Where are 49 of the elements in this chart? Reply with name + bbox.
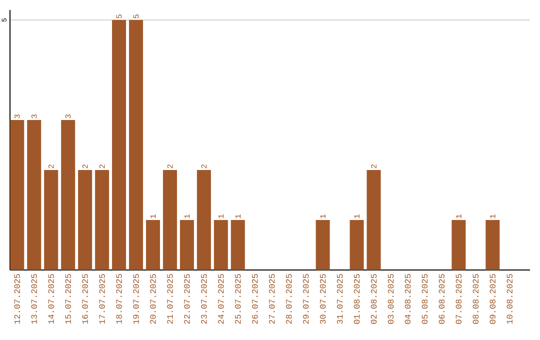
x-tick-label: 24.07.2025 xyxy=(218,274,224,324)
bar xyxy=(146,220,160,270)
bar xyxy=(10,120,24,270)
x-tick-label: 20.07.2025 xyxy=(150,274,156,324)
x-tick-label: 10.08.2025 xyxy=(506,274,512,324)
bar xyxy=(452,220,466,270)
bar xyxy=(180,220,194,270)
x-tick-label: 02.08.2025 xyxy=(370,274,377,324)
x-tick-label: 01.08.2025 xyxy=(354,274,360,324)
x-tick-label: 05.08.2025 xyxy=(422,274,428,324)
bar xyxy=(366,170,381,270)
x-tick-label: 08.08.2025 xyxy=(472,274,479,324)
bar xyxy=(44,170,58,270)
bar xyxy=(78,170,92,270)
bar xyxy=(196,170,211,270)
bar xyxy=(61,120,76,270)
bar xyxy=(214,220,228,270)
x-tick-label: 14.07.2025 xyxy=(48,274,54,324)
x-tick-label: 19.07.2025 xyxy=(133,274,139,324)
bar xyxy=(129,20,144,270)
bar xyxy=(350,220,364,270)
x-tick-label: 21.07.2025 xyxy=(167,274,173,324)
x-tick-label: 30.07.2025 xyxy=(320,274,326,324)
x-tick-label: 29.07.2025 xyxy=(302,274,309,324)
x-tick-label: 13.07.2025 xyxy=(31,274,37,324)
bar xyxy=(27,120,42,270)
x-tick-label: 23.07.2025 xyxy=(201,274,207,324)
bar xyxy=(230,220,245,270)
x-tick-label: 12.07.2025 xyxy=(14,274,20,324)
x-tick-label: 15.07.2025 xyxy=(65,274,71,324)
x-tick-label: 09.08.2025 xyxy=(490,274,496,324)
x-tick-label: 27.07.2025 xyxy=(268,274,275,324)
x-tick-label: 04.08.2025 xyxy=(404,274,411,324)
x-tick-label: 31.07.2025 xyxy=(336,274,343,324)
x-tick-label: 25.07.2025 xyxy=(235,274,241,324)
x-tick-label: 18.07.2025 xyxy=(116,274,122,324)
x-tick-label: 22.07.2025 xyxy=(184,274,190,324)
x-tick-label: 17.07.2025 xyxy=(99,274,105,324)
bar xyxy=(112,20,126,270)
x-tick-label: 03.08.2025 xyxy=(388,274,394,324)
bar xyxy=(95,170,110,270)
x-tick-label: 16.07.2025 xyxy=(82,274,88,324)
x-tick-label: 07.08.2025 xyxy=(456,274,462,324)
x-tick-label: 28.07.2025 xyxy=(286,274,292,324)
bar xyxy=(316,220,330,270)
x-tick-label: 06.08.2025 xyxy=(438,274,445,324)
x-tick-label: 26.07.2025 xyxy=(252,274,258,324)
bar xyxy=(162,170,177,270)
bar xyxy=(486,220,500,270)
